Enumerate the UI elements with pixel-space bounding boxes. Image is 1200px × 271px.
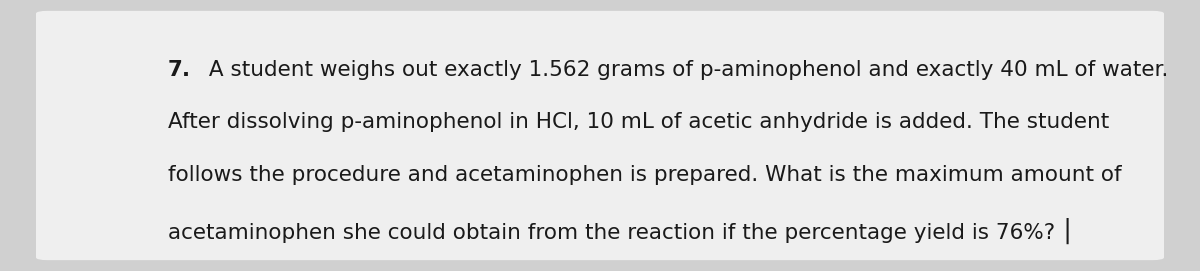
Text: 7.: 7. bbox=[168, 60, 191, 80]
Text: follows the procedure and acetaminophen is prepared. What is the maximum amount : follows the procedure and acetaminophen … bbox=[168, 165, 1122, 185]
FancyBboxPatch shape bbox=[36, 11, 1164, 260]
Text: After dissolving p-aminophenol in HCl, 10 mL of acetic anhydride is added. The s: After dissolving p-aminophenol in HCl, 1… bbox=[168, 112, 1109, 133]
Text: A student weighs out exactly 1.562 grams of p-aminophenol and exactly 40 mL of w: A student weighs out exactly 1.562 grams… bbox=[202, 60, 1168, 80]
Text: acetaminophen she could obtain from the reaction if the percentage yield is 76%?: acetaminophen she could obtain from the … bbox=[168, 218, 1073, 244]
